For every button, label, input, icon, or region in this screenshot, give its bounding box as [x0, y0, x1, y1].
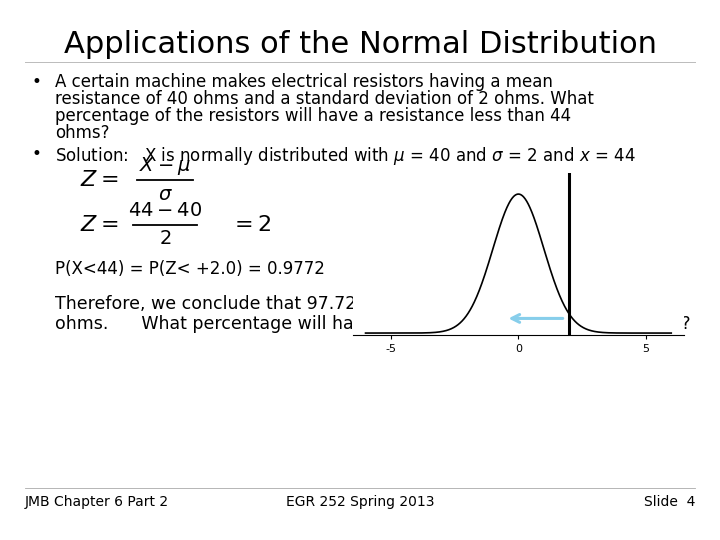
Text: Solution:   X is normally distributed with $\mu$ = 40 and $\sigma$ = 2 and $x$ =: Solution: X is normally distributed with… — [55, 145, 636, 167]
Text: resistance of 40 ohms and a standard deviation of 2 ohms. What: resistance of 40 ohms and a standard dev… — [55, 90, 594, 108]
Text: EGR 252 Spring 2013: EGR 252 Spring 2013 — [286, 495, 434, 509]
Text: A certain machine makes electrical resistors having a mean: A certain machine makes electrical resis… — [55, 73, 553, 91]
Text: $= 2$: $= 2$ — [230, 215, 271, 235]
Text: Therefore, we conclude that 97.72% will have a resistance less than 44: Therefore, we conclude that 97.72% will … — [55, 295, 678, 313]
Text: Applications of the Normal Distribution: Applications of the Normal Distribution — [63, 30, 657, 59]
Text: JMB Chapter 6 Part 2: JMB Chapter 6 Part 2 — [25, 495, 169, 509]
Text: ohms?: ohms? — [55, 124, 109, 142]
Text: Slide  4: Slide 4 — [644, 495, 695, 509]
Text: $X-\mu$: $X-\mu$ — [139, 155, 191, 177]
Text: $Z =$: $Z =$ — [80, 170, 118, 190]
Text: ohms.      What percentage will have a resistance greater than 44 ohms?: ohms. What percentage will have a resist… — [55, 315, 690, 333]
Text: $\sigma$: $\sigma$ — [158, 185, 172, 204]
Text: $2$: $2$ — [159, 230, 171, 248]
Text: $Z =$: $Z =$ — [80, 215, 118, 235]
Text: P(X<44) = P(Z< +2.0) = 0.9772: P(X<44) = P(Z< +2.0) = 0.9772 — [55, 260, 325, 278]
Text: •: • — [32, 145, 42, 163]
Text: $44-40$: $44-40$ — [128, 201, 202, 220]
Text: •: • — [32, 73, 42, 91]
Text: percentage of the resistors will have a resistance less than 44: percentage of the resistors will have a … — [55, 107, 571, 125]
